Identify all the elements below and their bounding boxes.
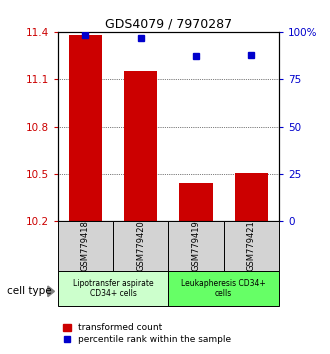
Text: GSM779420: GSM779420	[136, 221, 145, 272]
Bar	[124, 71, 157, 221]
Title: GDS4079 / 7970287: GDS4079 / 7970287	[105, 18, 232, 31]
Polygon shape	[48, 286, 54, 297]
Bar	[179, 183, 213, 221]
Bar	[113, 221, 168, 271]
Text: Leukapheresis CD34+
cells: Leukapheresis CD34+ cells	[181, 279, 266, 298]
Text: GSM779418: GSM779418	[81, 221, 90, 272]
Bar	[58, 271, 168, 306]
Bar	[223, 221, 279, 271]
Text: cell type: cell type	[7, 286, 51, 296]
Bar	[235, 173, 268, 221]
Bar	[58, 221, 113, 271]
Text: Lipotransfer aspirate
CD34+ cells: Lipotransfer aspirate CD34+ cells	[73, 279, 153, 298]
Bar	[69, 35, 102, 221]
Bar	[168, 221, 224, 271]
Legend: transformed count, percentile rank within the sample: transformed count, percentile rank withi…	[59, 320, 235, 348]
Text: GSM779419: GSM779419	[191, 221, 200, 272]
Text: GSM779421: GSM779421	[247, 221, 256, 272]
Bar	[168, 271, 279, 306]
